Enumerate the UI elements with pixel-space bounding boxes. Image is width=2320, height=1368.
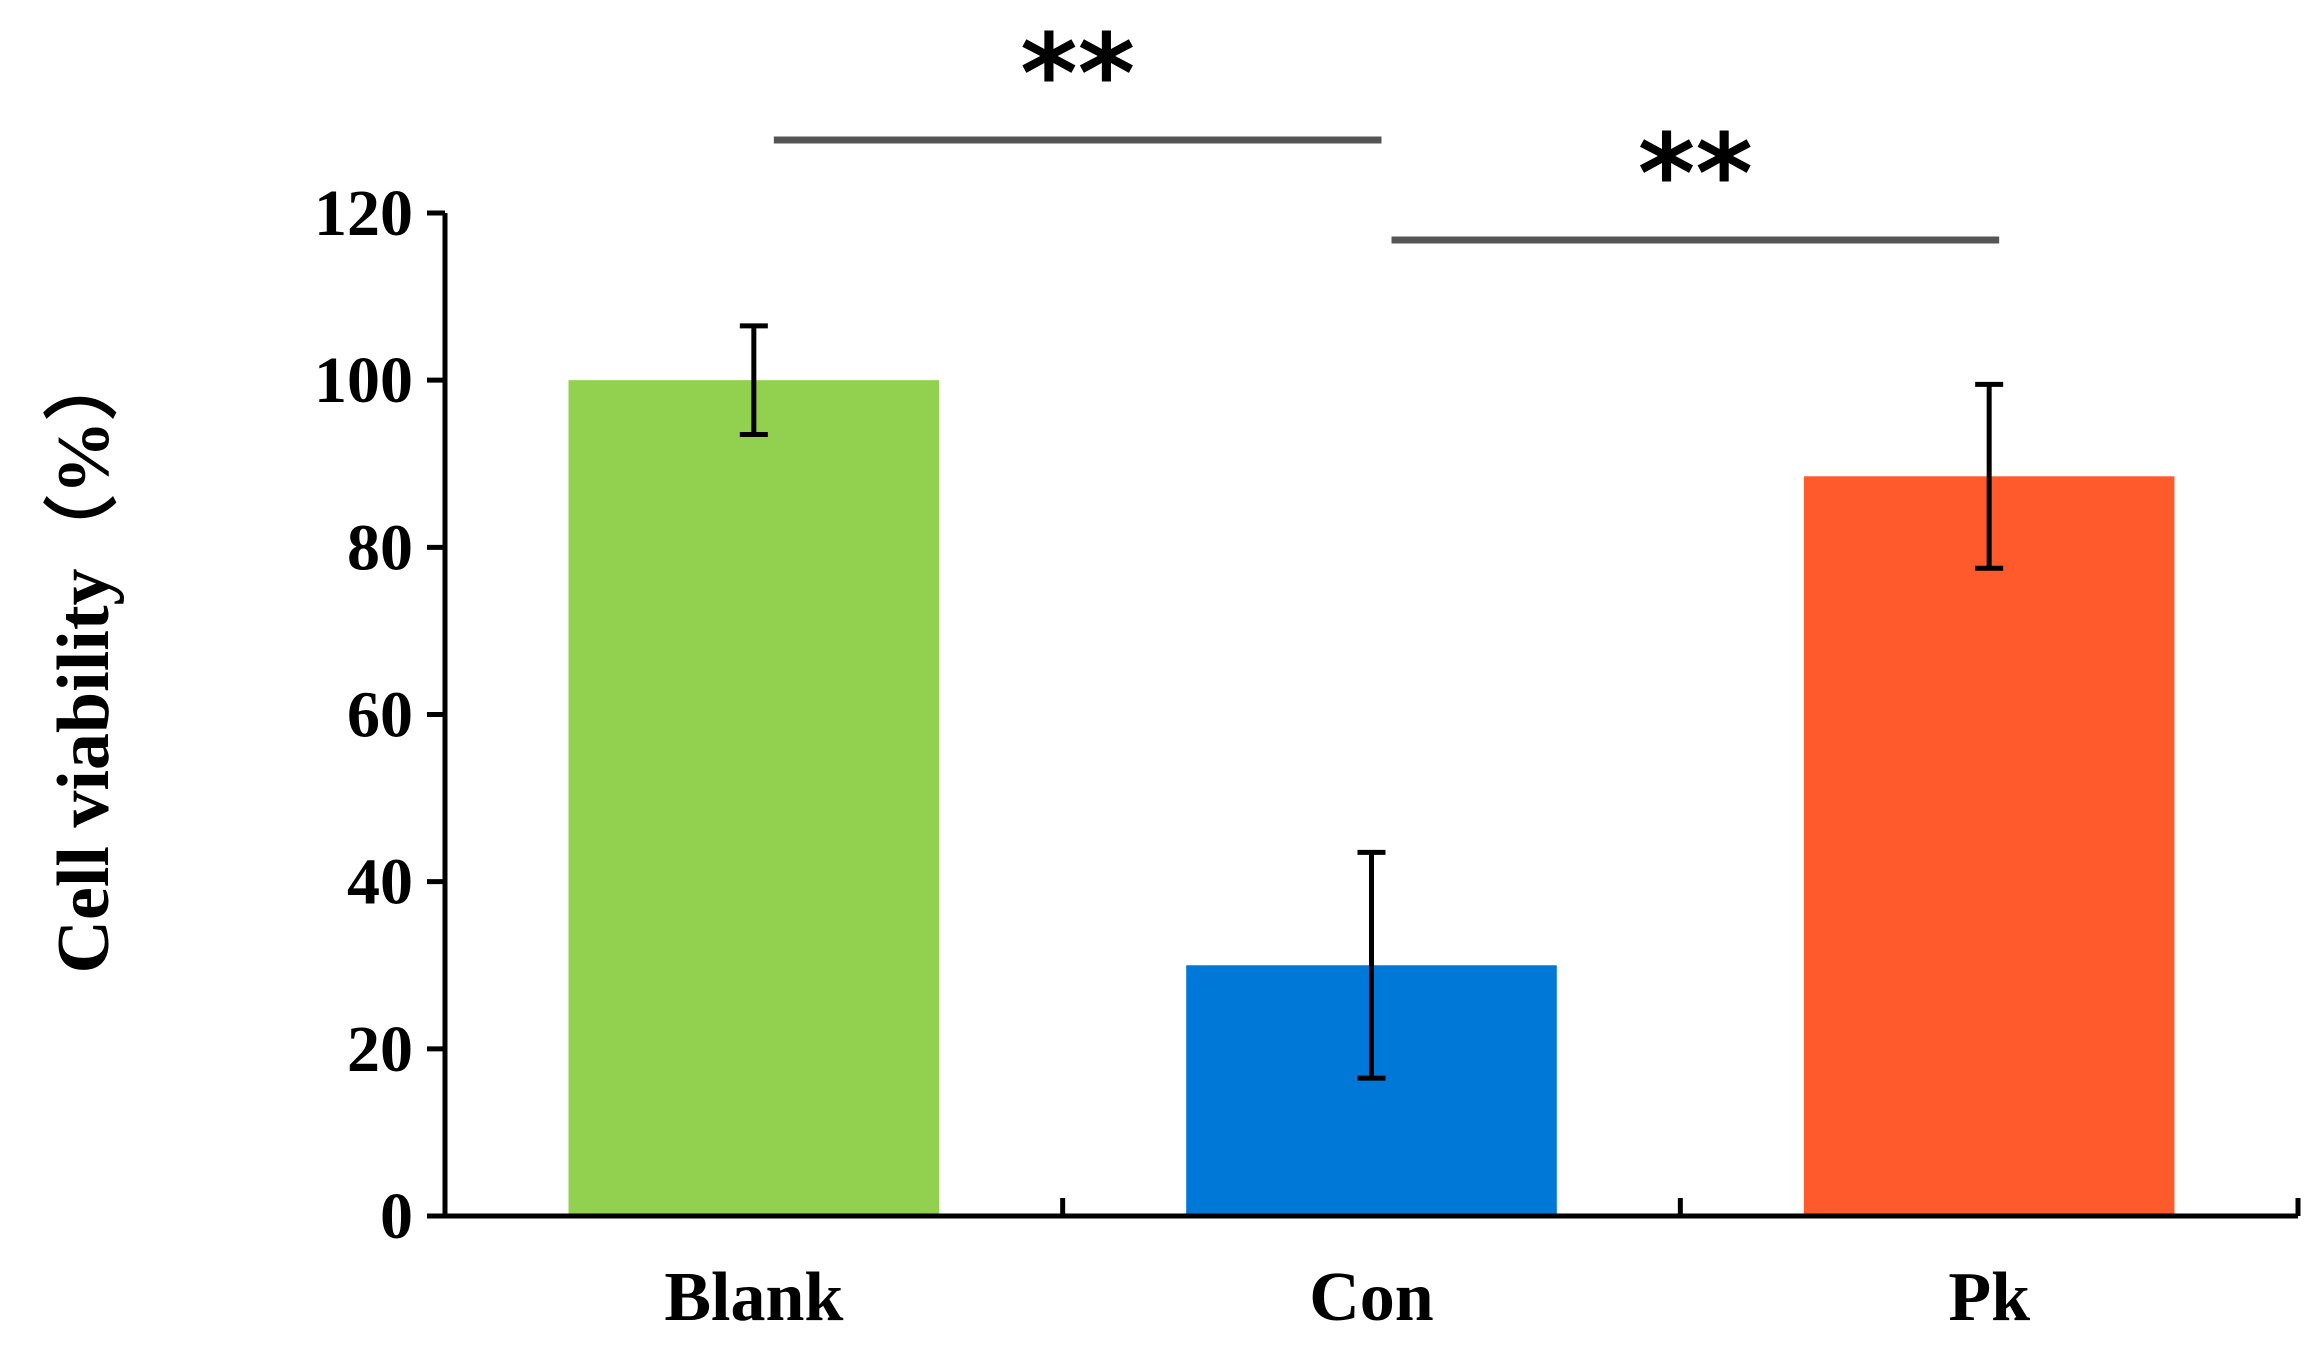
error-bar-con — [1357, 849, 1386, 1081]
bar-blank — [568, 380, 940, 1217]
error-bar-pk — [1975, 381, 2004, 571]
labels-layer: 0 20 40 60 80 100 120 Blank Con Pk — [314, 177, 2030, 1336]
significance-con-pk: ** — [1391, 110, 2000, 244]
x-category-label-blank: Blank — [664, 1259, 843, 1336]
y-tick-label: 40 — [347, 846, 413, 919]
error-bar-blank — [739, 323, 768, 437]
x-category-label-pk: Pk — [1948, 1259, 2030, 1336]
y-tick-label: 0 — [380, 1180, 413, 1253]
significance-label: ** — [1020, 10, 1135, 138]
axes-layer — [427, 210, 2301, 1219]
y-tick-label: 120 — [314, 177, 413, 250]
error-bars-layer — [739, 323, 2004, 1081]
significance-blank-con: ** — [773, 10, 1382, 144]
y-axis-label: Cell viability（%） — [43, 347, 125, 974]
significance-layer: ** ** — [773, 10, 2000, 244]
x-category-label-con: Con — [1309, 1259, 1433, 1336]
y-tick-label: 60 — [347, 679, 413, 752]
significance-label: ** — [1638, 110, 1753, 238]
y-tick-label: 80 — [347, 511, 413, 584]
bars-layer — [568, 380, 2175, 1217]
bar-pk — [1803, 476, 2175, 1217]
y-tick-label: 100 — [314, 344, 413, 417]
y-tick-label: 20 — [347, 1013, 413, 1086]
